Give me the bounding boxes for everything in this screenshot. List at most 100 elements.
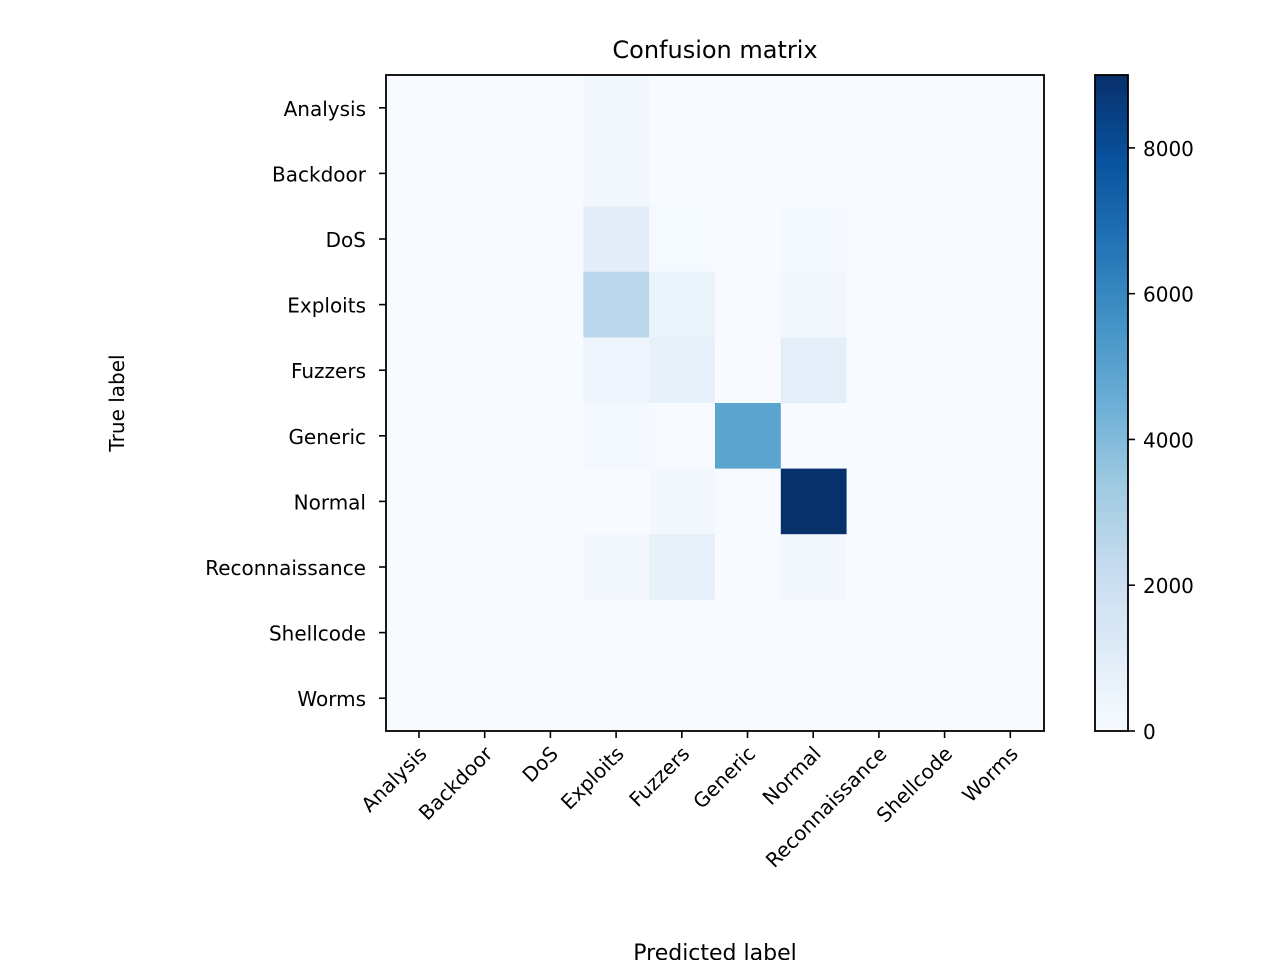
y-axis: Analysis Backdoor DoS Exploits Fuzzers Generi… xyxy=(205,97,386,711)
y-tick-label: Reconnaissance xyxy=(205,556,366,580)
heatmap-cell xyxy=(715,665,782,732)
heatmap-cell xyxy=(386,337,453,404)
heatmap-cell xyxy=(846,599,913,666)
heatmap-cell xyxy=(912,599,979,666)
x-axis-label: Predicted label xyxy=(633,941,796,960)
heatmap-cell xyxy=(451,337,519,404)
heatmap-cell xyxy=(780,75,848,142)
colorbar-axis: 0 2000 4000 6000 8000 xyxy=(1128,137,1194,744)
heatmap-cell xyxy=(583,468,650,535)
heatmap-cell xyxy=(780,468,848,535)
heatmap-cell xyxy=(846,271,913,338)
heatmap-cell xyxy=(386,599,453,666)
heatmap-cell xyxy=(583,534,650,601)
heatmap-cell xyxy=(583,337,650,404)
heatmap-cell xyxy=(715,534,782,601)
heatmap-cell xyxy=(517,206,584,273)
heatmap-cell xyxy=(386,665,453,732)
heatmap-cell xyxy=(780,337,848,404)
heatmap-cell xyxy=(649,403,716,470)
heatmap-cell xyxy=(978,140,1045,207)
heatmap-cell xyxy=(846,468,913,535)
heatmap-cell xyxy=(978,206,1045,273)
colorbar-tick-label: 0 xyxy=(1143,720,1156,744)
heatmap-cell xyxy=(715,75,782,142)
heatmap-cell xyxy=(912,665,979,732)
y-tick-label: Backdoor xyxy=(272,162,367,186)
heatmap-cell xyxy=(978,599,1045,666)
heatmap-cell xyxy=(912,403,979,470)
y-tick-label: DoS xyxy=(326,228,366,252)
heatmap-cell xyxy=(649,337,716,404)
heatmap-cell xyxy=(846,403,913,470)
heatmap-cell xyxy=(386,534,453,601)
heatmap-cell xyxy=(649,271,716,338)
heatmap-cell xyxy=(912,206,979,273)
heatmap-cell xyxy=(451,599,519,666)
heatmap-cell xyxy=(715,271,782,338)
heatmap-cell xyxy=(386,75,453,142)
heatmap-cell xyxy=(451,271,519,338)
heatmap-cell xyxy=(583,403,650,470)
colorbar xyxy=(1094,74,1129,732)
heatmap-cell xyxy=(780,599,848,666)
heatmap-cell xyxy=(715,468,782,535)
heatmap-cell xyxy=(715,403,782,470)
heatmap-cell xyxy=(846,337,913,404)
heatmap-cell xyxy=(583,140,650,207)
y-tick-label: Normal xyxy=(294,490,366,514)
x-tick-label: DoS xyxy=(517,742,562,787)
heatmap-cell xyxy=(912,468,979,535)
heatmap-cell xyxy=(978,271,1045,338)
plot-frame xyxy=(385,74,1045,732)
heatmap-cell xyxy=(978,534,1045,601)
heatmap-cell xyxy=(583,75,650,142)
heatmap-cell xyxy=(517,665,584,732)
chart-title: Confusion matrix xyxy=(612,36,817,64)
heatmap-cell xyxy=(649,534,716,601)
heatmap-cell xyxy=(517,468,584,535)
heatmap-cell xyxy=(649,468,716,535)
heatmap-cell xyxy=(715,337,782,404)
heatmap-cell xyxy=(583,665,650,732)
heatmap-cell xyxy=(451,534,519,601)
heatmap-cell xyxy=(978,665,1045,732)
heatmap-cell xyxy=(780,271,848,338)
heatmap-cell xyxy=(386,271,453,338)
heatmap-cell xyxy=(978,337,1045,404)
heatmap-cell xyxy=(451,140,519,207)
heatmap-cell xyxy=(978,75,1045,142)
heatmap-cell xyxy=(780,665,848,732)
heatmap-cell xyxy=(780,534,848,601)
heatmap-cell xyxy=(386,403,453,470)
heatmap-cell xyxy=(517,534,584,601)
heatmap-cell xyxy=(912,534,979,601)
y-tick-label: Analysis xyxy=(284,97,366,121)
heatmap-cell xyxy=(912,271,979,338)
heatmap-cell xyxy=(649,599,716,666)
heatmap-cell xyxy=(649,665,716,732)
y-tick-label: Worms xyxy=(297,687,366,711)
heatmap-cell xyxy=(517,75,584,142)
heatmap-cell xyxy=(517,599,584,666)
heatmap-cell xyxy=(715,599,782,666)
heatmap-cell xyxy=(649,206,716,273)
heatmap-cell xyxy=(517,271,584,338)
colorbar-tick-label: 8000 xyxy=(1143,137,1194,161)
heatmap-cell xyxy=(846,75,913,142)
heatmap-cell xyxy=(451,75,519,142)
colorbar-tick-label: 4000 xyxy=(1143,428,1194,452)
heatmap-cell xyxy=(649,140,716,207)
y-tick-label: Exploits xyxy=(287,294,366,318)
heatmap-cell xyxy=(978,403,1045,470)
heatmap-cell xyxy=(780,206,848,273)
heatmap-cell xyxy=(715,206,782,273)
heatmap-cell xyxy=(912,140,979,207)
heatmap-cell xyxy=(517,403,584,470)
heatmap-cell xyxy=(451,206,519,273)
heatmap-cell xyxy=(386,140,453,207)
heatmap-cells xyxy=(386,75,1045,732)
y-tick-label: Fuzzers xyxy=(291,359,366,383)
heatmap-cell xyxy=(583,271,650,338)
x-tick-label: Fuzzers xyxy=(624,742,694,812)
